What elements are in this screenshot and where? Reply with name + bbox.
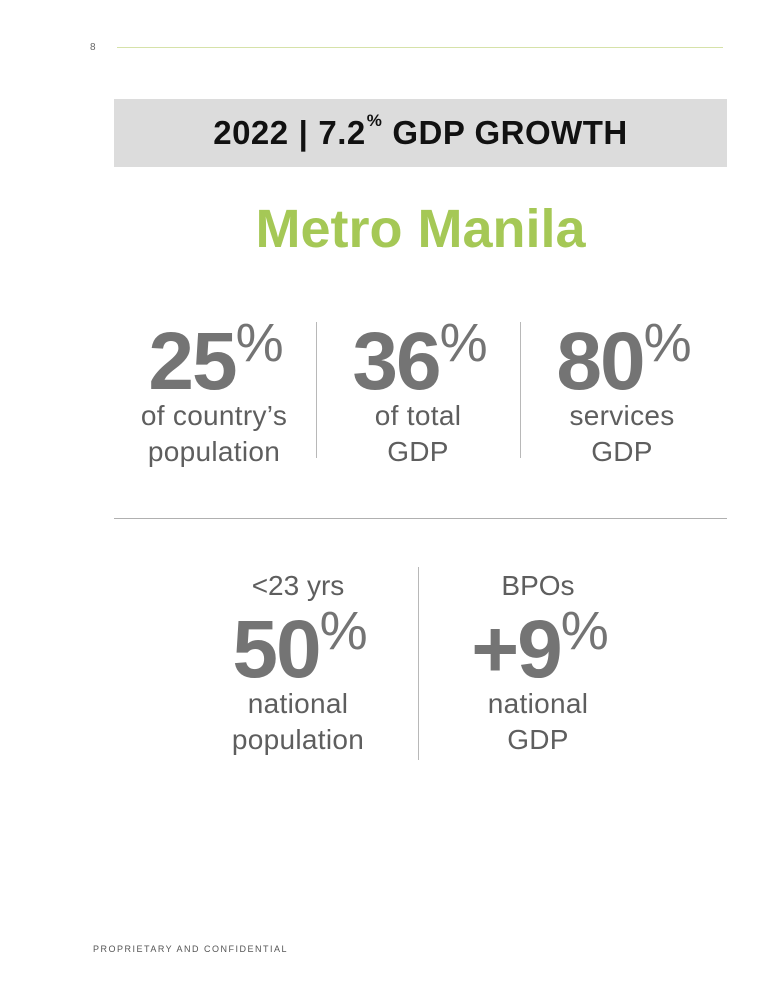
stat-label-line2: GDP [387, 436, 449, 467]
stat-prefix: <23 yrs [251, 570, 345, 601]
stat-label-line2: population [147, 436, 281, 467]
section-divider [114, 518, 727, 519]
header-rule [117, 47, 723, 48]
stat-label-line1: national [487, 688, 589, 719]
stat-young-population: <23 yrs 50% national population [198, 568, 398, 758]
stat-label-line2: GDP [591, 436, 653, 467]
column-divider [316, 322, 317, 458]
stat-value: 50% [232, 601, 368, 695]
stat-label-line2: GDP [507, 724, 569, 755]
stat-gdp-share: 36% of total GDP [316, 313, 520, 470]
stat-bpo-gdp: BPOs +9% national GDP [438, 568, 638, 758]
stat-label-line1: of country’s [140, 400, 288, 431]
banner-growth-unit: % [366, 111, 383, 130]
stat-value: 80% [556, 313, 692, 407]
percent-sign: % [643, 313, 692, 373]
stat-value: 25% [148, 313, 284, 407]
column-divider [418, 567, 419, 760]
stat-services-gdp: 80% services GDP [520, 313, 724, 470]
banner-separator: | [298, 114, 309, 151]
banner-year: 2022 [213, 114, 289, 151]
percent-sign: % [235, 313, 284, 373]
stat-label-line1: of total [374, 400, 462, 431]
percent-sign: % [319, 601, 368, 661]
stat-prefix: BPOs [501, 570, 575, 601]
banner-growth-value: 7.2 [318, 114, 366, 151]
city-headline: Metro Manila [255, 199, 586, 259]
stat-label-line1: national [247, 688, 349, 719]
banner-growth-label: GDP GROWTH [392, 114, 628, 151]
stat-label-line2: population [231, 724, 365, 755]
stat-value: +9% [471, 601, 609, 695]
percent-sign: % [560, 601, 609, 661]
stat-population-share: 25% of country’s population [114, 313, 314, 470]
growth-banner: 2022 | 7.2% GDP GROWTH [114, 99, 727, 167]
column-divider [520, 322, 521, 458]
confidentiality-footer: PROPRIETARY AND CONFIDENTIAL [93, 944, 289, 954]
stat-value: 36% [352, 313, 488, 407]
percent-sign: % [439, 313, 488, 373]
page-number: 8 [90, 42, 96, 53]
stat-label-line1: services [569, 400, 675, 431]
